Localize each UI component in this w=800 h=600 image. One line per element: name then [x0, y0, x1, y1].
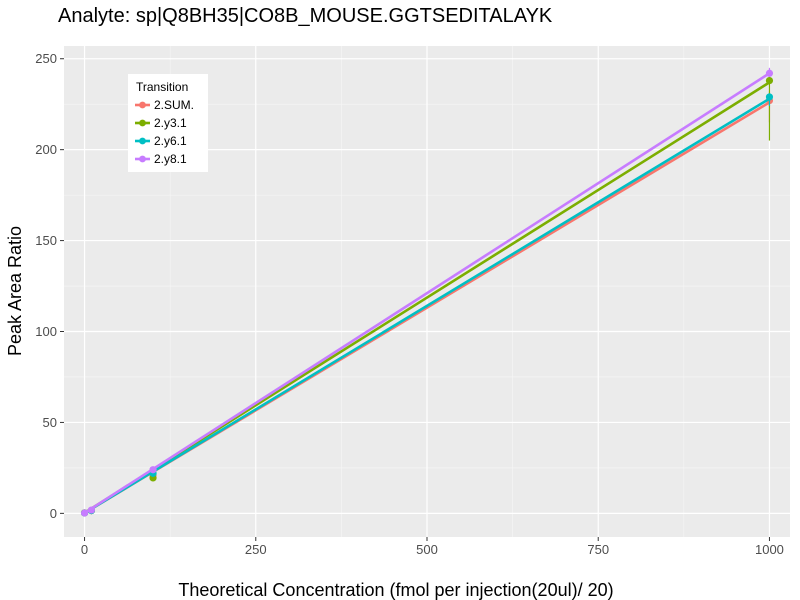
legend-key-point [139, 155, 146, 163]
legend-label: 2.y8.1 [154, 152, 187, 166]
series-point [765, 69, 774, 77]
legend-key-point [139, 101, 146, 109]
series-fit-line [83, 97, 771, 515]
y-tick-label: 50 [43, 415, 57, 430]
series-fit-line [83, 71, 771, 515]
legend-label: 2.y6.1 [154, 134, 187, 148]
series-point [149, 466, 157, 474]
x-tick-label: 0 [81, 542, 88, 557]
x-tick-label: 500 [416, 542, 438, 557]
legend-label: 2.y3.1 [154, 116, 187, 130]
legend-items: 2.SUM. 2.y3.1 2.y6.1 2.y8.1 [135, 98, 194, 166]
y-axis: 0 50 100 150 200 250 [35, 51, 64, 521]
legend-item: 2.y3.1 [135, 116, 187, 130]
chart-title: Analyte: sp|Q8BH35|CO8B_MOUSE.GGTSEDITAL… [58, 5, 553, 27]
legend-key-point [139, 137, 146, 145]
major-gridlines [64, 46, 790, 537]
series-point [87, 506, 95, 514]
x-axis-title: Theoretical Concentration (fmol per inje… [178, 580, 613, 600]
x-tick-label: 250 [245, 542, 267, 557]
x-tick-label: 750 [587, 542, 609, 557]
y-tick-label: 100 [35, 324, 57, 339]
y-axis-title: Peak Area Ratio [5, 226, 25, 356]
y-tick-label: 150 [35, 233, 57, 248]
legend: Transition 2.SUM. 2.y3.1 2.y6.1 2.y8.1 [128, 74, 208, 172]
legend-item: 2.SUM. [135, 98, 194, 112]
y-tick-label: 250 [35, 51, 57, 66]
y-tick-label: 0 [50, 506, 57, 521]
series-point [80, 509, 89, 517]
legend-item: 2.y8.1 [135, 152, 187, 166]
legend-title: Transition [136, 80, 188, 94]
series-point [765, 76, 774, 85]
x-tick-label: 1000 [755, 542, 784, 557]
series-2.y8.1 [80, 67, 774, 517]
series-layer [80, 67, 774, 517]
legend-label: 2.SUM. [154, 98, 194, 112]
y-tick-label: 200 [35, 142, 57, 157]
series-point [765, 93, 774, 101]
legend-item: 2.y6.1 [135, 134, 187, 148]
legend-key-point [139, 119, 146, 127]
x-axis: 0 250 500 750 1000 [81, 537, 784, 557]
